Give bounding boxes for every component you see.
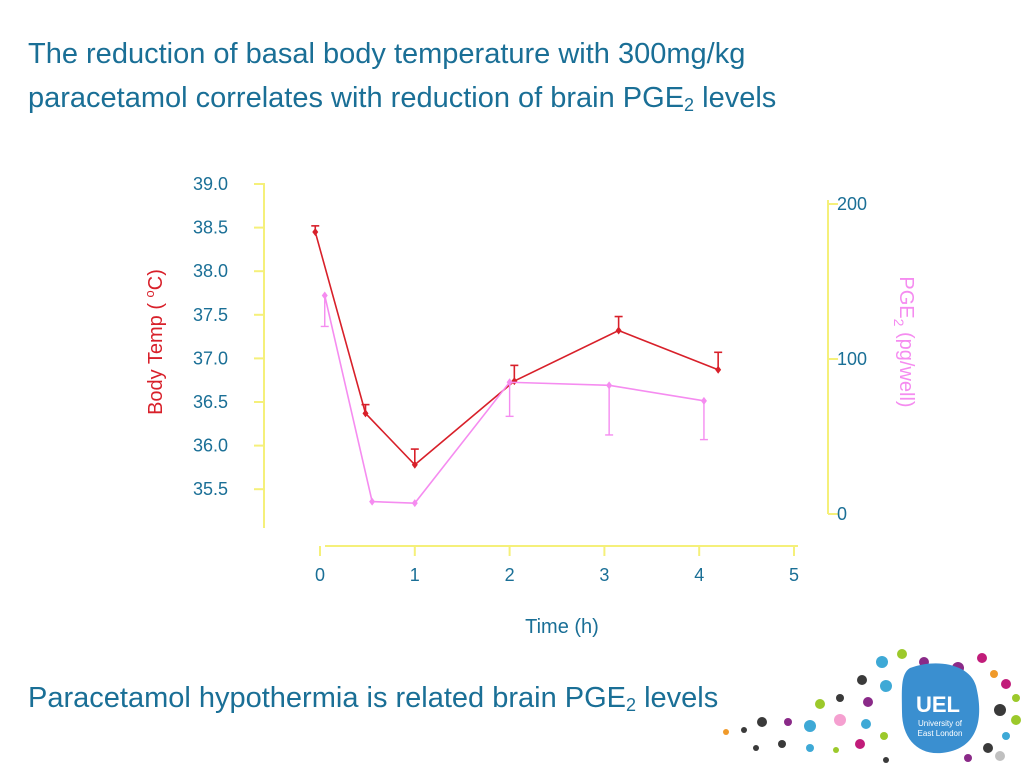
- series-line-0: [314, 231, 719, 466]
- left-axis-tick-label: 39.0: [193, 174, 228, 194]
- right-axis-title-unit: (pg/well): [895, 326, 917, 407]
- title-line-2-end: levels: [694, 82, 777, 114]
- bottom-caption-subscript: 2: [626, 695, 637, 715]
- data-point: [606, 381, 613, 390]
- x-axis-title: Time (h): [525, 616, 599, 638]
- data-point: [312, 227, 319, 236]
- left-axis-tick-label: 36.5: [193, 392, 228, 412]
- x-axis-tick-label: 4: [694, 565, 704, 585]
- bottom-caption-end: levels: [636, 682, 719, 714]
- logo-subtext-1: University of: [918, 719, 963, 728]
- left-axis-tick-label: 37.5: [193, 305, 228, 325]
- right-axis-tick-label: 200: [837, 194, 867, 214]
- x-axis-tick-label: 1: [410, 565, 420, 585]
- right-axis-tick-label: 100: [837, 349, 867, 369]
- left-axis-tick-label: 36.0: [193, 436, 228, 456]
- x-axis-tick-label: 5: [789, 565, 799, 585]
- data-point: [700, 396, 707, 405]
- left-axis-tick-label: 35.5: [193, 479, 228, 499]
- title-line-2: paracetamol correlates with reduction of…: [28, 76, 988, 120]
- bottom-caption: Paracetamol hypothermia is related brain…: [28, 678, 718, 718]
- left-axis-title-degree: o: [142, 290, 157, 297]
- dual-axis-chart: 39.0 38.5 38.0 37.5 37.0 36.5 36.0 35.5 200 100 0 0…: [142, 174, 917, 638]
- logo-subtext-2: East London: [918, 729, 963, 738]
- x-axis-tick-label: 0: [315, 565, 325, 585]
- logo-text: UEL: [916, 692, 960, 717]
- x-axis-tick-label: 3: [599, 565, 609, 585]
- right-axis-title-subscript: 2: [891, 319, 907, 327]
- left-axis-title-unit: C): [145, 269, 167, 290]
- slide-title: The reduction of basal body temperature …: [28, 32, 988, 120]
- title-line-2-subscript: 2: [684, 95, 695, 115]
- uel-logo: UEL University of East London: [723, 649, 1021, 763]
- left-axis-title-text: Body Temp (: [145, 297, 167, 414]
- data-point: [362, 409, 369, 418]
- left-axis-tick-label: 38.5: [193, 218, 228, 238]
- right-axis-title: PGE2 (pg/well): [891, 276, 917, 407]
- title-line-2-text: paracetamol correlates with reduction of…: [28, 82, 685, 114]
- data-point: [506, 378, 513, 387]
- data-point: [411, 460, 418, 469]
- left-axis-title: Body Temp ( oC): [142, 269, 167, 415]
- logo-badge: [901, 663, 980, 754]
- logo-dots: [723, 649, 1021, 763]
- data-point: [369, 497, 376, 506]
- data-point: [615, 326, 622, 335]
- data-point: [715, 365, 722, 374]
- title-line-1: The reduction of basal body temperature …: [28, 38, 746, 70]
- bottom-caption-text: Paracetamol hypothermia is related brain…: [28, 682, 627, 714]
- right-axis-title-text: PGE: [895, 276, 917, 318]
- left-axis-tick-label: 38.0: [193, 261, 228, 281]
- right-axis-tick-label: 0: [837, 504, 847, 524]
- data-point: [411, 499, 418, 508]
- left-axis-tick-label: 37.0: [193, 348, 228, 368]
- data-point: [321, 291, 328, 300]
- series-line-1: [323, 295, 705, 504]
- x-axis-tick-label: 2: [505, 565, 515, 585]
